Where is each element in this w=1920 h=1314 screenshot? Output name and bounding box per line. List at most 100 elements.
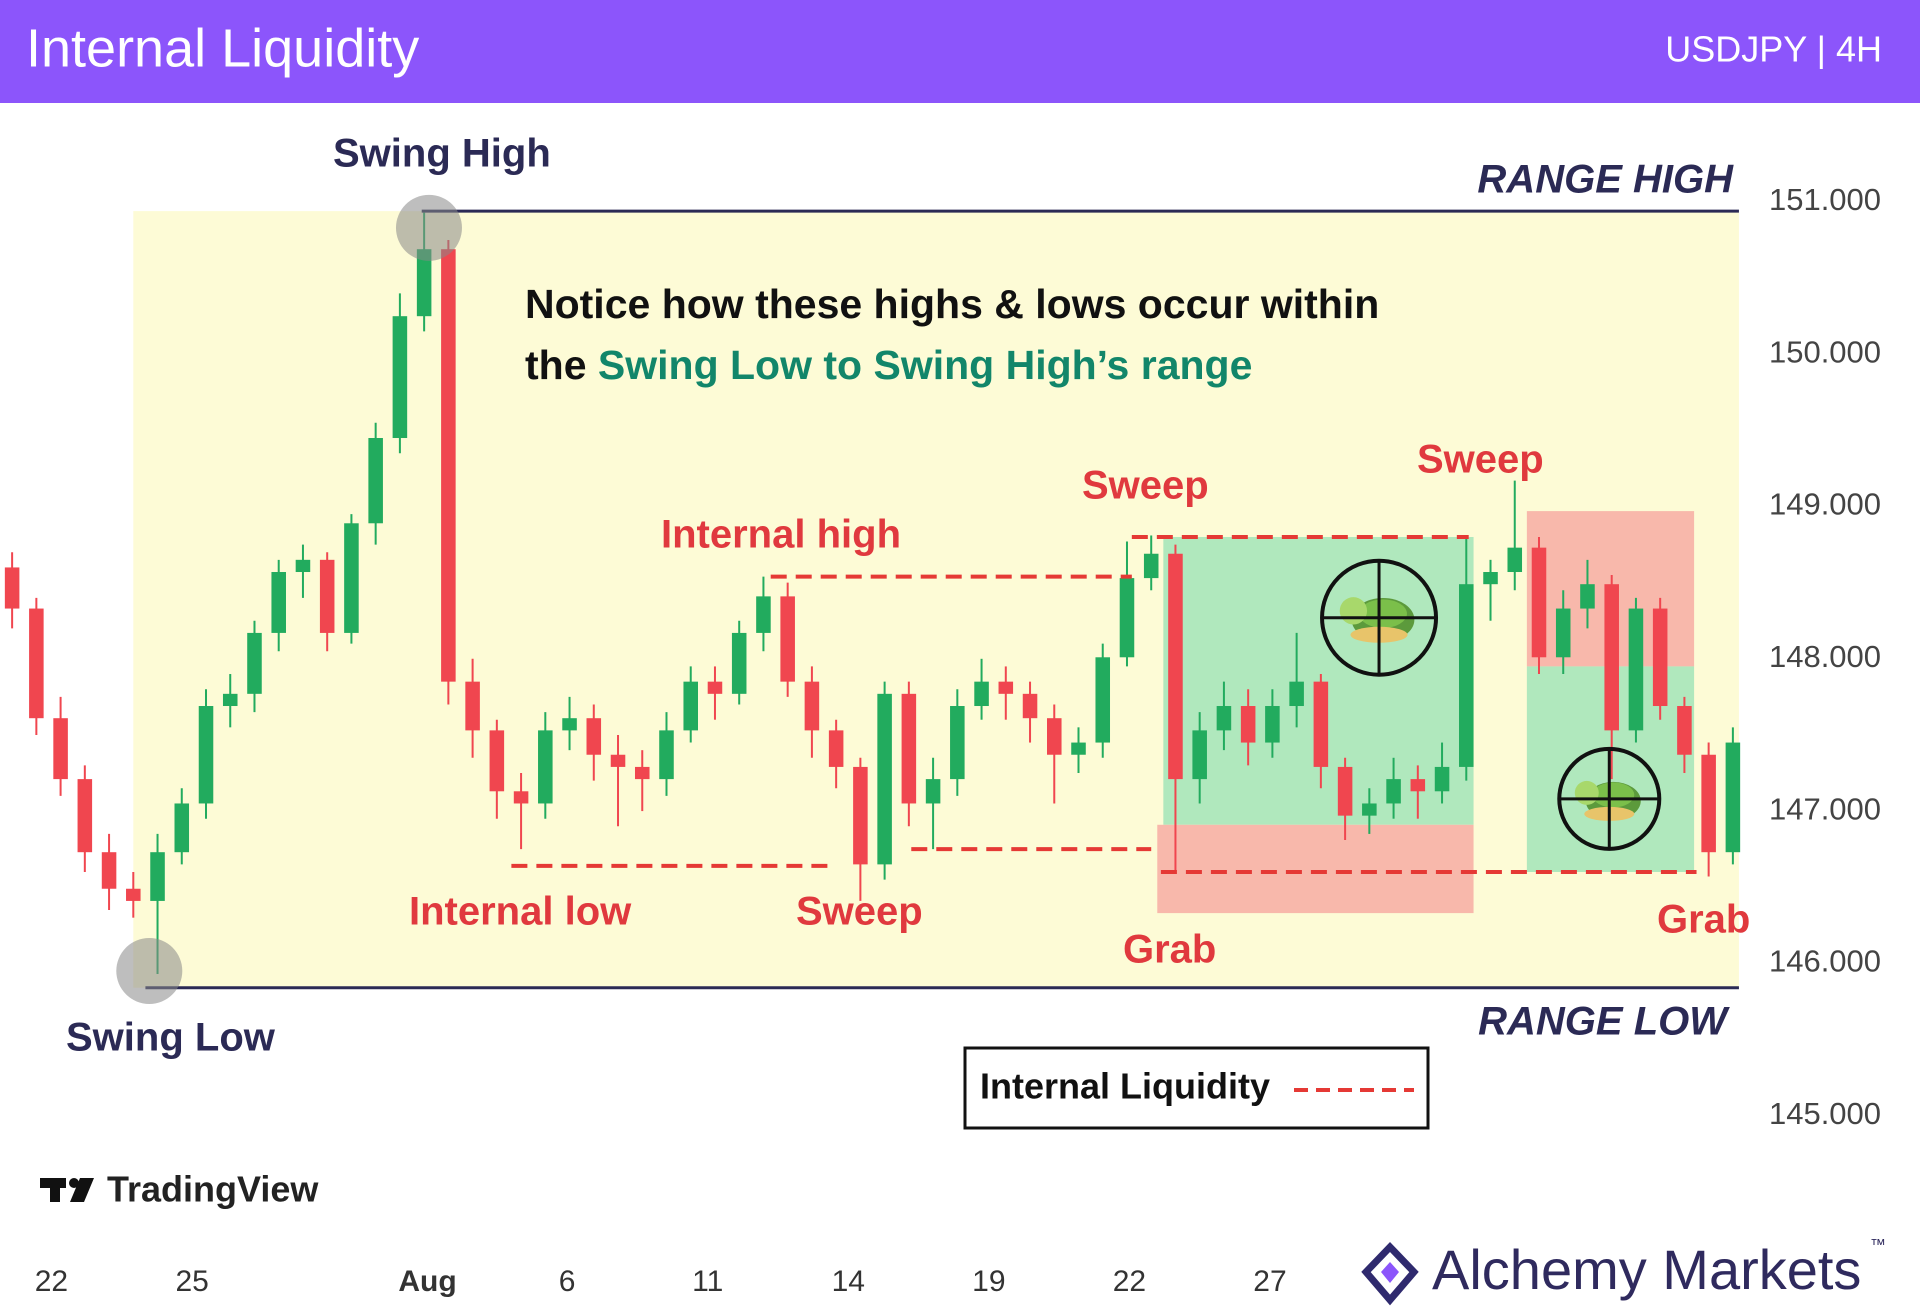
logo-shape <box>70 1178 94 1202</box>
candle-body <box>174 803 190 853</box>
candle-body <box>1022 693 1038 719</box>
candle-body <box>1168 553 1183 780</box>
candle-body <box>538 730 553 804</box>
candle-body <box>731 632 747 694</box>
candle-body <box>1143 553 1159 579</box>
x-tick-label: Aug <box>398 1265 456 1298</box>
candle-body <box>1701 754 1716 853</box>
candle-body <box>877 693 892 865</box>
turtle-shell-top <box>1359 599 1407 628</box>
candle-body <box>756 596 771 633</box>
turtle-head <box>1339 597 1368 625</box>
candle-body <box>901 693 917 804</box>
zone <box>1163 536 1474 825</box>
header-subtitle: USDJPY | 4H <box>1665 29 1882 70</box>
candle-body <box>101 852 117 889</box>
logo-shape <box>69 1178 79 1188</box>
candle-body <box>780 596 795 682</box>
swing-point <box>395 194 462 261</box>
candle-body <box>1604 584 1619 731</box>
x-tick-label: 19 <box>972 1265 1005 1298</box>
candle-body <box>1507 547 1523 573</box>
candle-body <box>1677 706 1692 755</box>
turtle-head <box>1574 780 1599 805</box>
candle-body <box>1216 706 1232 731</box>
logo-shape <box>1361 1241 1419 1306</box>
logo-shape <box>1381 1262 1399 1283</box>
candle-body <box>1192 730 1207 780</box>
candle-body <box>489 730 505 792</box>
candle-body <box>853 766 868 865</box>
candle-body <box>126 888 141 901</box>
x-tick-label: 27 <box>1253 1265 1286 1298</box>
alchemy-logo: Alchemy Markets ™ <box>1361 1237 1886 1306</box>
x-tick-label: 22 <box>35 1265 68 1298</box>
x-tick-label: 11 <box>692 1265 723 1298</box>
candle-body <box>4 567 20 609</box>
candle-body <box>392 316 408 439</box>
annotation: Sweep <box>796 890 923 934</box>
trademark: ™ <box>1870 1237 1886 1254</box>
swing-point <box>116 937 183 1004</box>
x-tick-label: 14 <box>832 1265 865 1298</box>
candle-body <box>53 718 68 780</box>
annotation: RANGE LOW <box>1478 1000 1730 1044</box>
notice-text: the Swing Low to Swing High’s range <box>525 342 1252 388</box>
candle-body <box>828 730 844 767</box>
candle-body <box>77 779 93 853</box>
tradingview-logo: TradingView <box>40 1169 319 1210</box>
notice-highlight: Swing Low to Swing High’s range <box>598 342 1252 388</box>
candle-body <box>1289 681 1304 707</box>
candle-body <box>198 706 214 804</box>
x-tick-label: 6 <box>559 1265 576 1298</box>
candle-body <box>222 693 238 707</box>
annotation: RANGE HIGH <box>1477 158 1734 202</box>
candle-body <box>804 681 820 731</box>
candle-body <box>271 572 286 633</box>
candle-body <box>150 852 165 901</box>
candle-body <box>1047 718 1062 755</box>
candle-body <box>1434 766 1450 792</box>
x-tick-label: 22 <box>1113 1265 1146 1298</box>
plot-area: 145.000 146.000 147.000 148.000 149.000 150.0… <box>4 182 1881 1298</box>
candle-body <box>1652 608 1668 707</box>
candle-body <box>319 559 335 633</box>
candle-body <box>925 779 941 804</box>
candle-body <box>1240 706 1256 743</box>
candle-body <box>1531 547 1547 658</box>
legend-label: Internal Liquidity <box>980 1066 1270 1107</box>
turtle-shell-top <box>1592 782 1635 808</box>
y-tick-label: 151.000 <box>1769 182 1881 217</box>
candle-body <box>513 791 529 804</box>
candle-body <box>659 730 674 780</box>
candle-body <box>562 718 577 731</box>
candle-body <box>1265 706 1280 743</box>
candle-body <box>998 681 1014 694</box>
candle-body <box>416 249 432 317</box>
candle-body <box>950 706 965 780</box>
notice-prefix: the <box>525 342 598 388</box>
candle-body <box>974 681 989 707</box>
notice-text: Notice how these highs & lows occur with… <box>525 281 1379 327</box>
alchemy-text: Alchemy Markets <box>1432 1238 1861 1301</box>
candle-body <box>634 766 650 780</box>
annotation: Grab <box>1657 898 1750 942</box>
header-bar <box>0 0 1920 103</box>
candle-body <box>1095 657 1111 743</box>
y-tick-label: 145.000 <box>1769 1096 1881 1131</box>
candle-body <box>1483 572 1498 585</box>
candle-body <box>610 754 626 767</box>
candle-body <box>247 632 262 694</box>
candle-body <box>1410 779 1426 792</box>
target-marker <box>1557 746 1662 851</box>
y-tick-label: 147.000 <box>1769 791 1881 826</box>
overlay: Notice how these highs & lows occur with… <box>40 132 1886 1306</box>
candle-body <box>1071 742 1086 755</box>
annotation: Internal low <box>409 890 632 934</box>
zone <box>1157 824 1474 914</box>
annotation: Swing Low <box>66 1016 276 1060</box>
annotation: Internal high <box>661 513 901 557</box>
y-tick-label: 146.000 <box>1769 944 1881 979</box>
